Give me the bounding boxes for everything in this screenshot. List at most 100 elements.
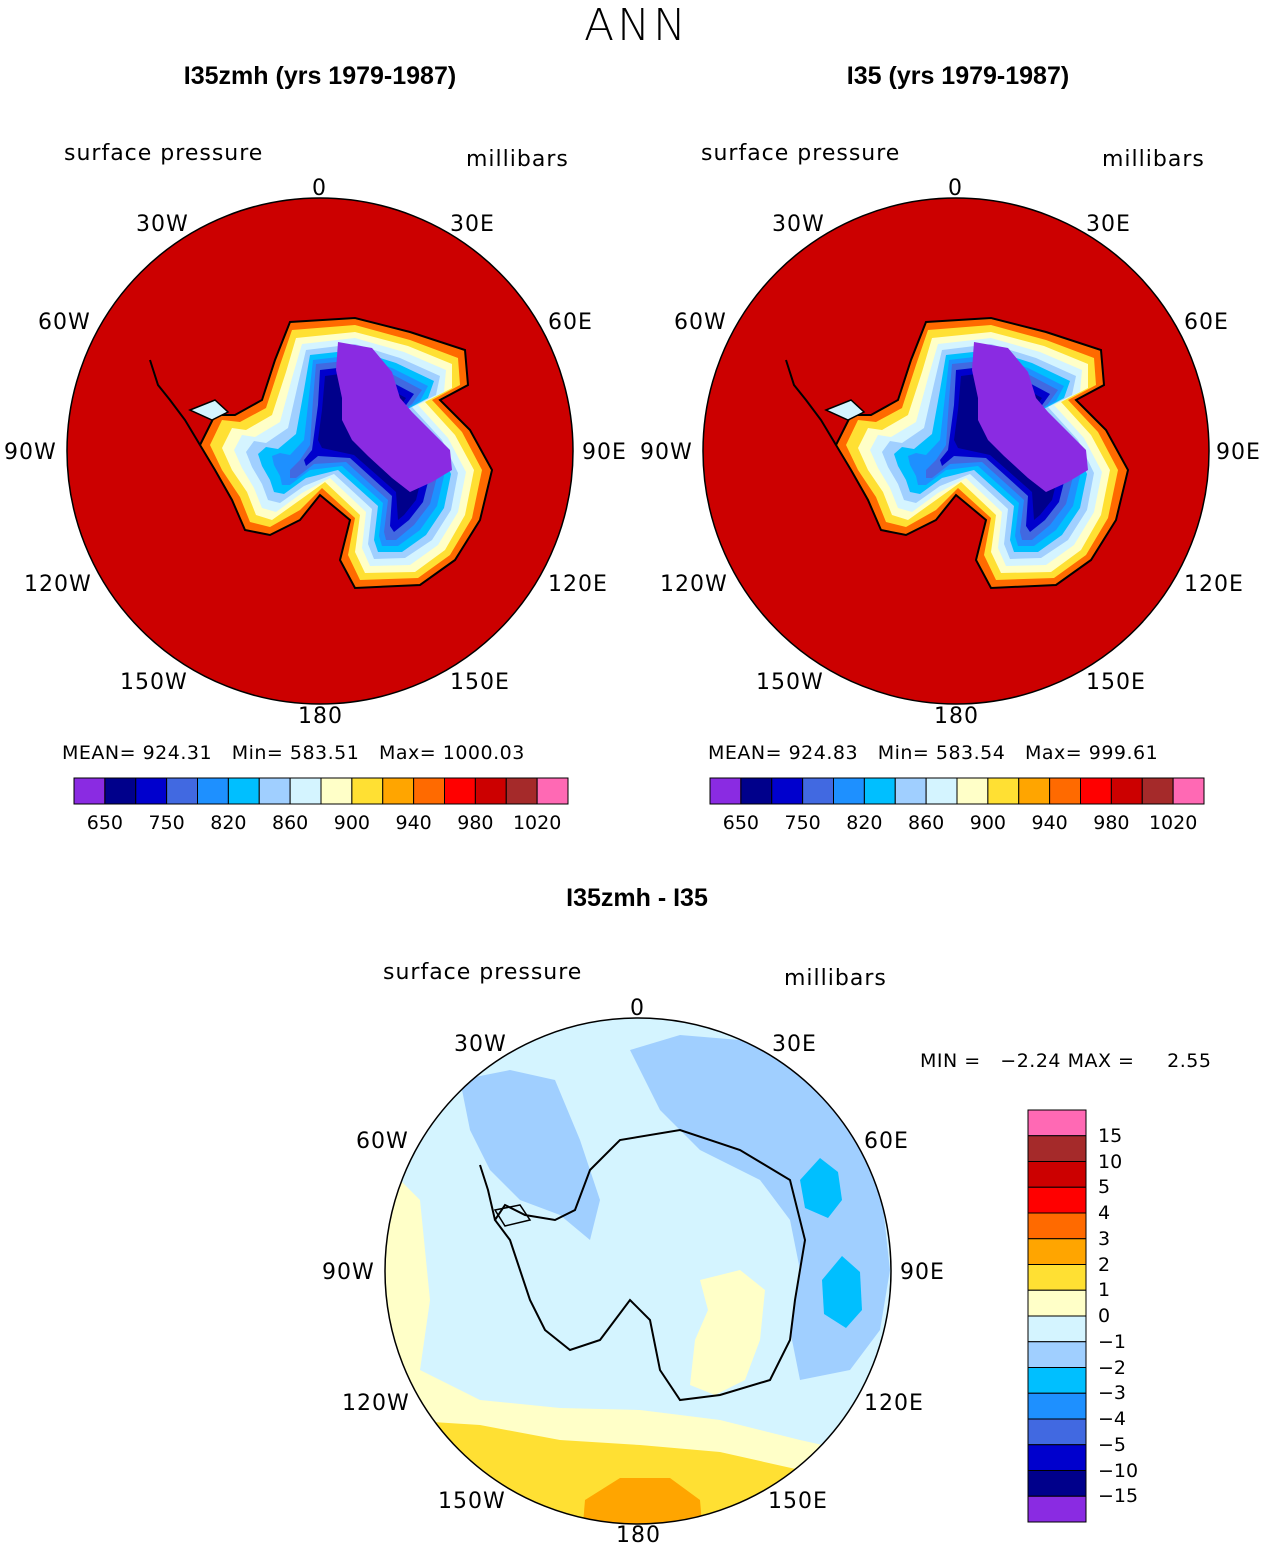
colorbar-swatch <box>1080 777 1112 805</box>
colorbar-swatch <box>1141 777 1174 805</box>
colorbar-tick-label: −5 <box>1098 1433 1127 1456</box>
min-label: Min= <box>231 742 284 764</box>
colorbar-tick-label: −4 <box>1098 1408 1127 1430</box>
antarctica-contours <box>785 316 1130 590</box>
diff-lon-30e: 30E <box>772 1032 817 1057</box>
panel-1-colorbar <box>73 777 569 805</box>
colorbar-swatch <box>1027 1264 1087 1291</box>
colorbar-tick-label: 2 <box>1098 1253 1111 1276</box>
colorbar-tick-label: 860 <box>271 812 309 834</box>
min-value: 583.51 <box>289 742 360 764</box>
colorbar-tick-label: 0 <box>1098 1305 1111 1327</box>
colorbar-swatch <box>956 777 989 805</box>
p1-lon-60e: 60E <box>548 310 593 335</box>
colorbar-tick-label: 5 <box>1098 1176 1111 1199</box>
colorbar-swatch <box>166 777 198 805</box>
colorbar-swatch <box>1027 1109 1087 1137</box>
colorbar-swatch <box>771 777 804 805</box>
max-label: Max= <box>378 742 437 764</box>
diff-stats: MIN = −2.24 MAX = 2.55 <box>920 1050 1211 1072</box>
colorbar-tick-label: 650 <box>722 812 759 834</box>
diff-lon-120e: 120E <box>864 1391 924 1416</box>
colorbar-tick-label: 650 <box>86 812 123 834</box>
diff-panel-title: I35zmh - I35 <box>566 884 708 912</box>
p1-lon-150e: 150E <box>450 670 510 695</box>
panel-2-stats: MEAN= 924.83 Min= 583.54 Max= 999.61 <box>708 742 1158 764</box>
mean-label: MEAN= <box>62 742 137 764</box>
diff-units-label: millibars <box>784 966 887 991</box>
colorbar-swatch <box>413 777 445 805</box>
p2-lon-60e: 60E <box>1184 310 1229 335</box>
diff-colorbar <box>1027 1109 1087 1523</box>
colorbar-swatch <box>73 777 106 805</box>
colorbar-swatch <box>863 777 896 805</box>
p2-lon-120w: 120W <box>660 572 728 597</box>
max-label: Max= <box>1024 742 1083 764</box>
colorbar-tick-label: 820 <box>846 812 883 834</box>
p1-lon-180: 180 <box>298 704 343 729</box>
panel-1-title: I35zmh (yrs 1979-1987) <box>183 62 457 90</box>
diff-lon-150w: 150W <box>438 1489 506 1514</box>
colorbar-tick-label: 860 <box>907 812 945 834</box>
colorbar-tick-label: 900 <box>969 812 1006 834</box>
colorbar-tick-label: 980 <box>457 812 494 834</box>
p1-lon-120e: 120E <box>548 572 608 597</box>
colorbar-swatch <box>894 777 927 805</box>
colorbar-swatch <box>1027 1161 1087 1188</box>
p2-lon-60w: 60W <box>674 310 727 335</box>
p2-lon-30e: 30E <box>1086 212 1131 237</box>
colorbar-tick-label: 3 <box>1098 1227 1111 1250</box>
colorbar-swatch <box>709 777 742 805</box>
panel-1-field-label: surface pressure <box>64 141 264 166</box>
colorbar-swatch <box>1110 777 1143 805</box>
colorbar-swatch <box>1018 777 1051 805</box>
colorbar-tick-label: 940 <box>395 812 432 834</box>
colorbar-tick-label: 4 <box>1098 1202 1111 1224</box>
panel-2-title: I35 (yrs 1979-1987) <box>846 62 1070 90</box>
colorbar-swatch <box>1027 1212 1087 1240</box>
colorbar-tick-label: 750 <box>148 812 185 834</box>
diff-lon-60w: 60W <box>356 1129 409 1154</box>
colorbar-swatch <box>1027 1315 1087 1343</box>
diff-min-label: MIN = <box>920 1050 981 1072</box>
p1-lon-60w: 60W <box>38 310 91 335</box>
mean-value: 924.31 <box>142 742 213 764</box>
colorbar-swatch <box>1027 1495 1087 1523</box>
colorbar-tick-label: 980 <box>1093 812 1130 834</box>
colorbar-swatch <box>1027 1341 1087 1368</box>
panel-2-polar-map <box>702 197 1210 705</box>
p2-lon-90w: 90W <box>640 440 693 465</box>
panel-2-field-label: surface pressure <box>701 141 901 166</box>
diff-lon-90w: 90W <box>322 1260 375 1285</box>
colorbar-swatch <box>1027 1392 1087 1420</box>
mean-value: 924.83 <box>788 742 859 764</box>
colorbar-tick-label: −2 <box>1098 1356 1127 1379</box>
colorbar-tick-label: −10 <box>1098 1459 1139 1482</box>
diff-lon-0: 0 <box>630 996 645 1021</box>
diff-lon-30w: 30W <box>454 1032 507 1057</box>
colorbar-swatch <box>1027 1418 1087 1446</box>
colorbar-tick-label: −3 <box>1098 1382 1127 1405</box>
colorbar-tick-label: 900 <box>333 812 370 834</box>
colorbar-tick-label: 10 <box>1098 1150 1123 1173</box>
colorbar-swatch <box>320 777 353 805</box>
p2-lon-120e: 120E <box>1184 572 1244 597</box>
colorbar-swatch <box>740 777 773 805</box>
max-value: 999.61 <box>1088 742 1159 764</box>
colorbar-swatch <box>536 777 569 805</box>
colorbar-swatch <box>1027 1289 1087 1317</box>
colorbar-swatch <box>382 777 415 805</box>
colorbar-tick-label: 750 <box>784 812 821 834</box>
diff-max-label: MAX = <box>1067 1050 1135 1072</box>
p2-lon-0: 0 <box>948 176 963 201</box>
p1-lon-30e: 30E <box>450 212 495 237</box>
diff-lon-150e: 150E <box>768 1489 828 1514</box>
colorbar-swatch <box>1027 1444 1087 1471</box>
colorbar-swatch <box>505 777 538 805</box>
diff-lon-120w: 120W <box>342 1391 410 1416</box>
p1-lon-30w: 30W <box>136 212 189 237</box>
colorbar-swatch <box>135 777 168 805</box>
p2-lon-150w: 150W <box>756 670 824 695</box>
p1-lon-90w: 90W <box>4 440 57 465</box>
diff-lon-60e: 60E <box>864 1129 909 1154</box>
